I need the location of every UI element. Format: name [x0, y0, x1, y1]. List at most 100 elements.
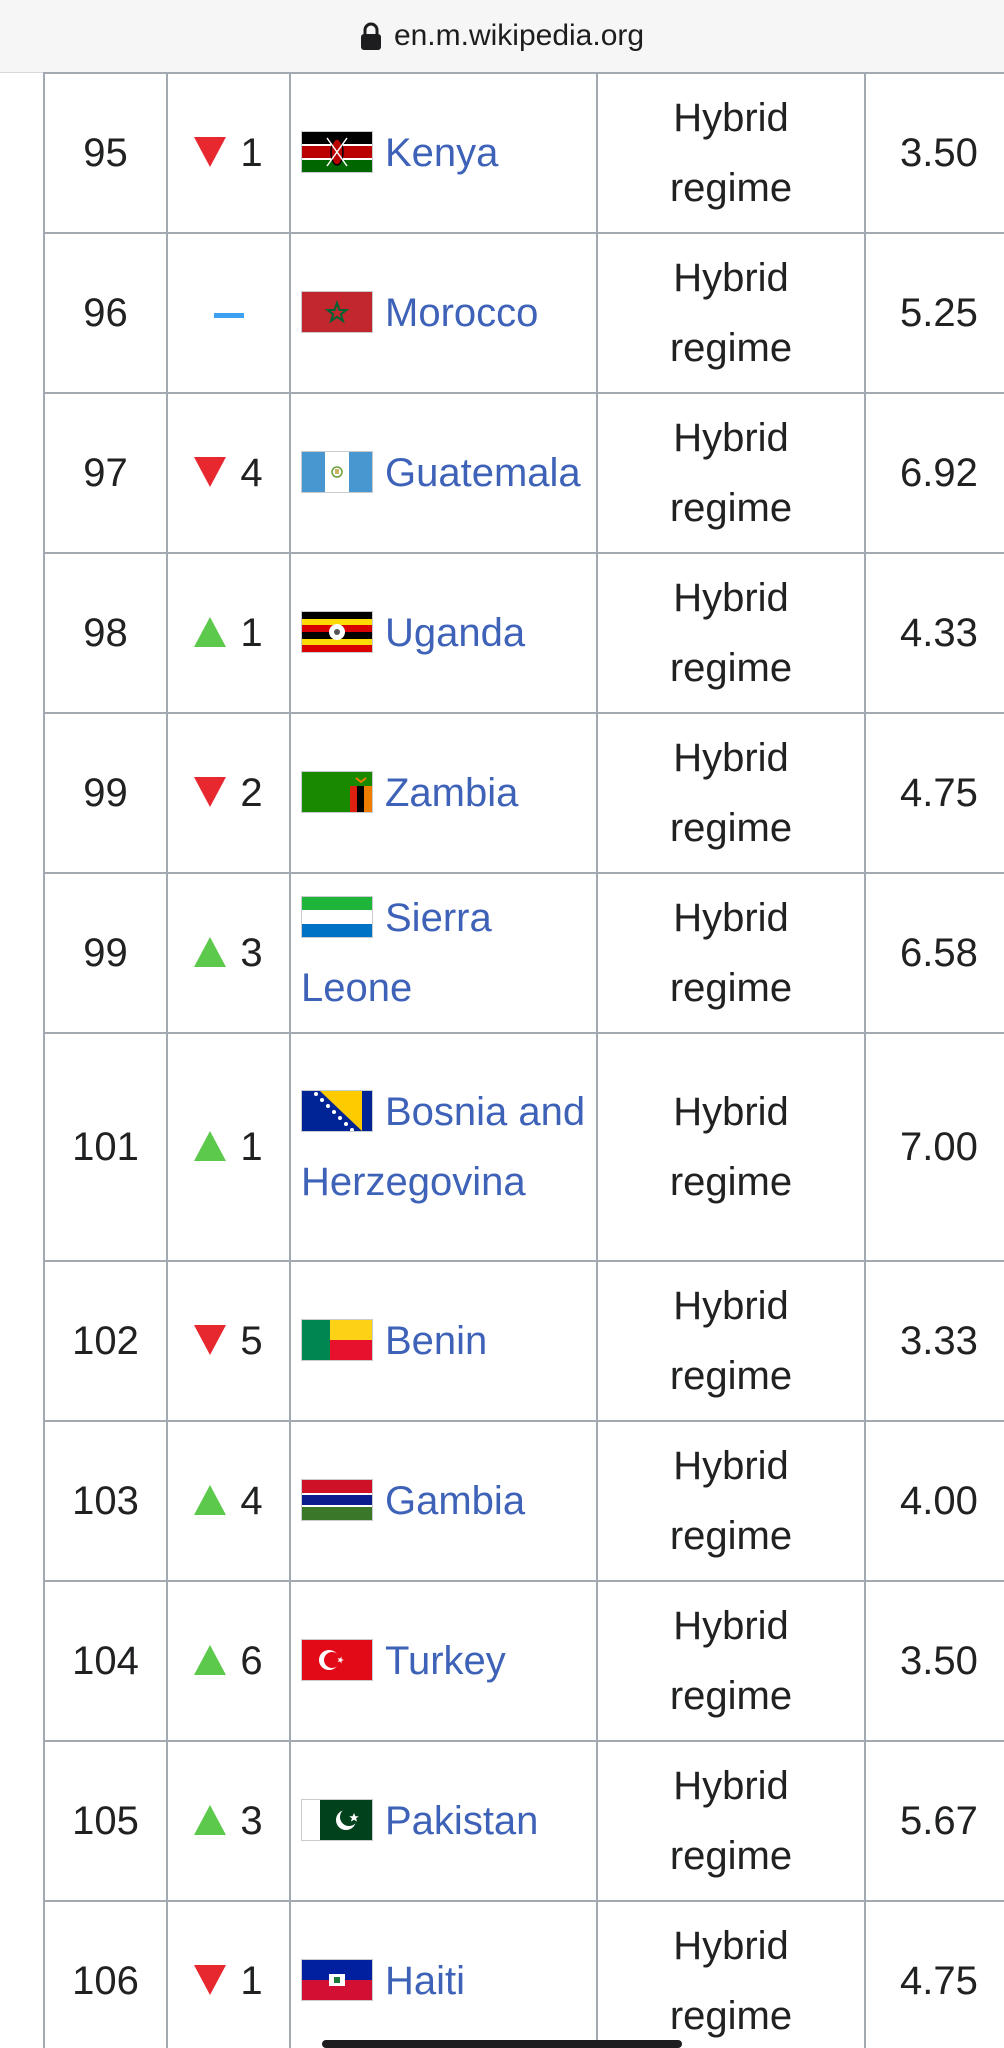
regime-type-line-1: Hybrid	[673, 1604, 789, 1648]
regime-type-cell: Hybrid regime	[596, 1740, 866, 1902]
table-row: 99 3 Sierra Leone Hybrid regime 6.58	[43, 872, 1004, 1034]
rank-change-cell: 4	[166, 1420, 291, 1582]
rank-change-cell: 6	[166, 1580, 291, 1742]
steady-dash-icon	[213, 312, 244, 318]
rank-change-value: 6	[240, 1639, 263, 1683]
regime-type-line-1: Hybrid	[673, 1764, 789, 1808]
regime-type-line-1: Hybrid	[673, 1090, 789, 1134]
table-row: 97 4 Guatemala Hybrid regime 6.92	[43, 392, 1004, 554]
rank-cell: 101	[43, 1032, 168, 1262]
country-link[interactable]: Sierra Leone	[301, 896, 492, 1010]
regime-type-cell: Hybrid regime	[596, 872, 866, 1034]
score-cell: 4.75	[864, 712, 1004, 874]
country-link[interactable]: Kenya	[385, 131, 499, 175]
bosnia-flag-icon[interactable]	[301, 1090, 373, 1133]
table-row: 106 1 Haiti Hybrid regime 4.75	[43, 1900, 1004, 2048]
regime-type-cell: Hybrid regime	[596, 1260, 866, 1422]
table-row: 104 6 Turkey Hybrid regime 3.50	[43, 1580, 1004, 1742]
score-cell: 3.50	[864, 1580, 1004, 1742]
regime-type-line-1: Hybrid	[673, 576, 789, 620]
country-link[interactable]: Bosnia and Herzegovina	[301, 1090, 586, 1204]
regime-type-line-1: Hybrid	[673, 1444, 789, 1488]
regime-type-cell: Hybrid regime	[596, 1032, 866, 1262]
regime-type-cell: Hybrid regime	[596, 72, 866, 234]
score-cell: 4.33	[864, 552, 1004, 714]
score-cell: 3.50	[864, 72, 1004, 234]
democracy-index-table-wrapper[interactable]: 95 1 Kenya Hybrid regime 3.50 96 Morocco Hybrid r…	[0, 72, 1004, 2048]
regime-type-line-1: Hybrid	[673, 96, 789, 140]
country-link[interactable]: Gambia	[385, 1479, 526, 1523]
kenya-flag-icon[interactable]	[301, 131, 373, 174]
country-link[interactable]: Guatemala	[385, 451, 581, 495]
increase-triangle-icon	[194, 937, 227, 968]
table-row: 99 2 Zambia Hybrid regime 4.75	[43, 712, 1004, 874]
rank-change-value: 5	[240, 1319, 263, 1363]
country-cell: Bosnia and Herzegovina	[289, 1032, 598, 1262]
rank-change-cell: 5	[166, 1260, 291, 1422]
rank-cell: 98	[43, 552, 168, 714]
regime-type-cell: Hybrid regime	[596, 712, 866, 874]
table-row: 101 1 Bosnia and Herzegovina Hybrid regime 7.…	[43, 1032, 1004, 1262]
increase-triangle-icon	[194, 617, 227, 648]
lock-icon	[360, 22, 381, 50]
democracy-index-table: 95 1 Kenya Hybrid regime 3.50 96 Morocco Hybrid r…	[43, 72, 1004, 2048]
uganda-flag-icon[interactable]	[301, 611, 373, 654]
sierra-leone-flag-icon[interactable]	[301, 896, 373, 939]
regime-type-line-2: regime	[669, 806, 793, 850]
morocco-flag-icon[interactable]	[301, 291, 373, 334]
score-cell: 7.00	[864, 1032, 1004, 1262]
country-link[interactable]: Benin	[385, 1319, 488, 1363]
regime-type-cell: Hybrid regime	[596, 1900, 866, 2048]
country-link[interactable]: Haiti	[385, 1959, 466, 2003]
increase-triangle-icon	[194, 1645, 227, 1676]
regime-type-line-2: regime	[669, 1160, 793, 1204]
country-cell: Zambia	[289, 712, 598, 874]
zambia-flag-icon[interactable]	[301, 771, 373, 814]
rank-change-cell: 3	[166, 872, 291, 1034]
haiti-flag-icon[interactable]	[301, 1959, 373, 2002]
country-cell: Pakistan	[289, 1740, 598, 1902]
regime-type-line-1: Hybrid	[673, 416, 789, 460]
regime-type-line-1: Hybrid	[673, 896, 789, 940]
regime-type-cell: Hybrid regime	[596, 232, 866, 394]
country-cell: Guatemala	[289, 392, 598, 554]
country-link[interactable]: Uganda	[385, 611, 526, 655]
regime-type-cell: Hybrid regime	[596, 552, 866, 714]
regime-type-line-2: regime	[669, 1994, 793, 2038]
rank-cell: 99	[43, 712, 168, 874]
pakistan-flag-icon[interactable]	[301, 1799, 373, 1842]
regime-type-line-2: regime	[669, 966, 793, 1010]
home-indicator[interactable]	[322, 2040, 682, 2048]
country-cell: Kenya	[289, 72, 598, 234]
decrease-triangle-icon	[194, 137, 227, 168]
score-cell: 6.58	[864, 872, 1004, 1034]
rank-cell: 96	[43, 232, 168, 394]
regime-type-cell: Hybrid regime	[596, 1580, 866, 1742]
country-link[interactable]: Morocco	[385, 291, 539, 335]
increase-triangle-icon	[194, 1131, 227, 1162]
regime-type-cell: Hybrid regime	[596, 392, 866, 554]
country-cell: Gambia	[289, 1420, 598, 1582]
country-link[interactable]: Pakistan	[385, 1799, 539, 1843]
regime-type-line-2: regime	[669, 1834, 793, 1878]
rank-cell: 97	[43, 392, 168, 554]
table-row: 102 5 Benin Hybrid regime 3.33	[43, 1260, 1004, 1422]
table-row: 96 Morocco Hybrid regime 5.25	[43, 232, 1004, 394]
rank-cell: 106	[43, 1900, 168, 2048]
country-link[interactable]: Zambia	[385, 771, 519, 815]
rank-change-value: 1	[240, 611, 263, 655]
browser-url-bar[interactable]: en.m.wikipedia.org	[0, 0, 1004, 73]
rank-change-cell: 3	[166, 1740, 291, 1902]
regime-type-cell: Hybrid regime	[596, 1420, 866, 1582]
decrease-triangle-icon	[194, 457, 227, 488]
score-cell: 5.25	[864, 232, 1004, 394]
benin-flag-icon[interactable]	[301, 1319, 373, 1362]
rank-change-value: 4	[240, 1479, 263, 1523]
decrease-triangle-icon	[194, 1965, 227, 1996]
gambia-flag-icon[interactable]	[301, 1479, 373, 1522]
turkey-flag-icon[interactable]	[301, 1639, 373, 1682]
country-link[interactable]: Turkey	[385, 1639, 506, 1683]
guatemala-flag-icon[interactable]	[301, 451, 373, 494]
rank-change-value: 3	[240, 1799, 263, 1843]
score-cell: 3.33	[864, 1260, 1004, 1422]
